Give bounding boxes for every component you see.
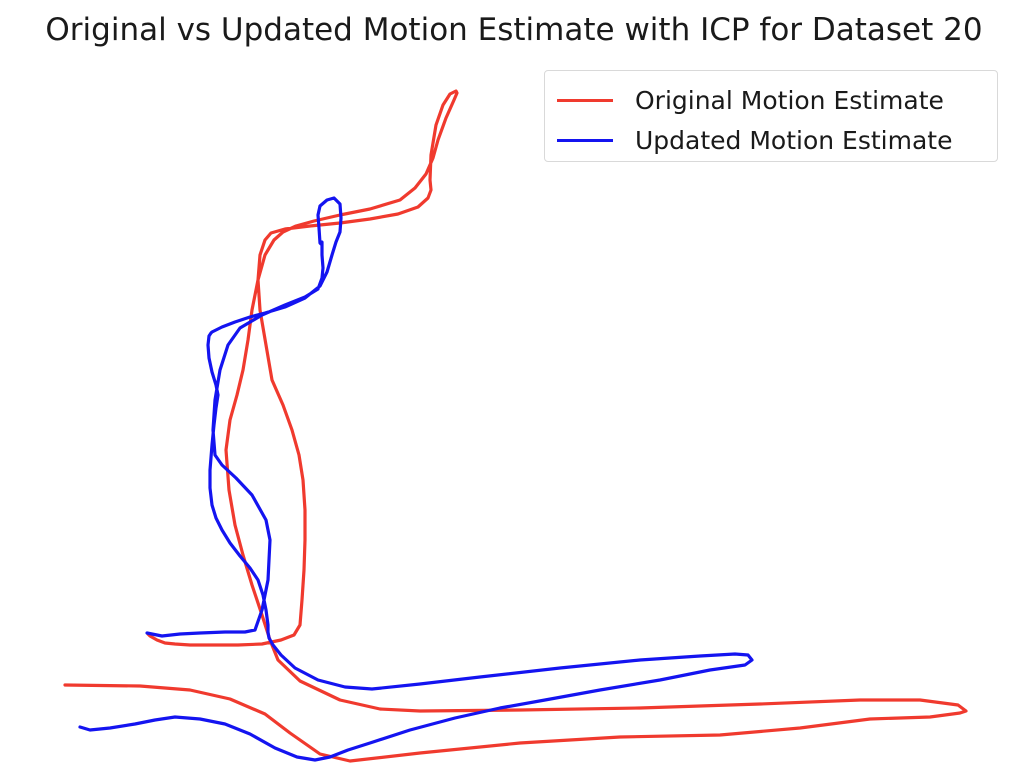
legend-swatch-updated (557, 139, 613, 142)
chart-title: Original vs Updated Motion Estimate with… (45, 12, 983, 48)
legend-item-original: Original Motion Estimate (545, 81, 997, 121)
series-line-updated (78, 196, 754, 762)
chart-legend: Original Motion Estimate Updated Motion … (544, 70, 998, 162)
legend-label-original: Original Motion Estimate (635, 86, 944, 115)
legend-label-updated: Updated Motion Estimate (635, 126, 953, 155)
legend-swatch-original (557, 99, 613, 102)
series-line-original (63, 89, 968, 763)
legend-item-updated: Updated Motion Estimate (545, 121, 997, 161)
